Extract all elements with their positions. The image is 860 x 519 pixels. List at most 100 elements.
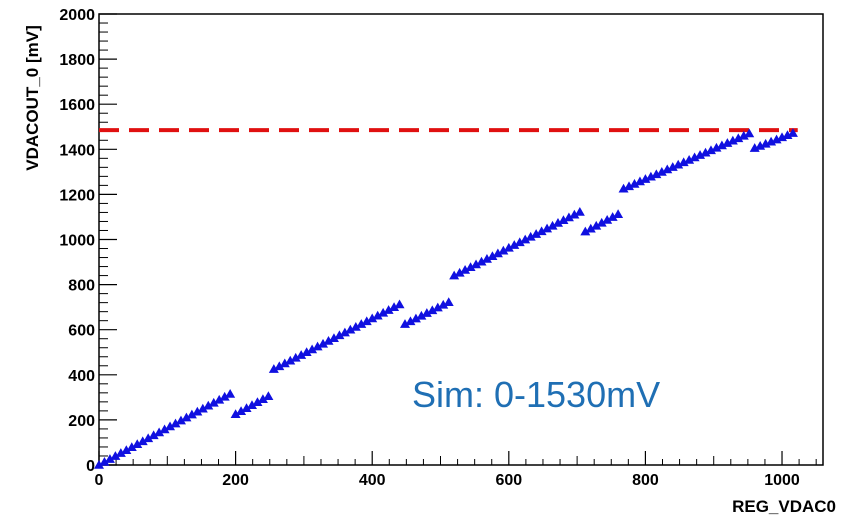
data-point: [389, 302, 400, 312]
data-point: [356, 319, 367, 328]
y-tick-label: 200: [68, 413, 95, 430]
data-point: [416, 310, 427, 320]
data-point: [645, 171, 656, 181]
data-point: [552, 218, 563, 227]
y-tick-label: 1200: [59, 187, 95, 204]
data-point: [547, 220, 558, 230]
data-point: [99, 457, 110, 466]
data-point: [230, 409, 241, 419]
data-point: [345, 324, 356, 334]
data-point: [738, 130, 749, 140]
data-point: [520, 234, 531, 244]
x-tick-label: 600: [495, 472, 522, 489]
data-point: [689, 152, 700, 162]
data-point: [372, 310, 383, 320]
data-point: [640, 174, 651, 183]
data-point: [558, 215, 569, 225]
data-point: [569, 209, 580, 219]
x-axis-label: REG_VDAC0: [732, 497, 836, 516]
data-point: [328, 333, 339, 342]
data-point: [203, 400, 214, 410]
data-point: [607, 212, 618, 221]
data-point: [695, 150, 706, 159]
data-point: [678, 157, 689, 167]
data-point: [307, 344, 318, 354]
data-point: [378, 307, 389, 317]
y-tick-label: 800: [68, 278, 95, 295]
data-point: [143, 433, 154, 443]
data-point: [159, 424, 170, 434]
data-point: [580, 226, 591, 236]
x-tick-label: 1000: [764, 472, 800, 489]
data-point: [542, 223, 553, 233]
data-point: [613, 209, 624, 218]
data-point: [252, 397, 263, 406]
data-point: [744, 128, 755, 138]
data-point: [438, 299, 449, 309]
data-point: [334, 330, 345, 340]
data-point: [585, 223, 596, 233]
data-point: [476, 256, 487, 266]
annotation: Sim: 0-1530mV: [412, 374, 660, 415]
data-point: [449, 270, 460, 280]
data-point: [285, 355, 296, 365]
y-tick-label: 1800: [59, 52, 95, 69]
data-point: [711, 142, 722, 152]
data-point: [503, 242, 514, 252]
data-point: [673, 159, 684, 169]
data-point: [410, 313, 421, 323]
data-point: [531, 229, 542, 238]
data-point: [705, 145, 716, 155]
data-point: [492, 248, 503, 258]
data-point: [110, 451, 121, 460]
data-point: [312, 341, 323, 351]
y-tick-label: 2000: [59, 7, 95, 24]
data-point: [509, 240, 520, 249]
data-point: [684, 154, 695, 164]
data-point: [394, 299, 405, 309]
data-point: [421, 308, 432, 317]
data-point: [214, 394, 225, 404]
data-point: [148, 430, 159, 440]
data-point: [624, 181, 635, 191]
data-point: [165, 421, 176, 431]
y-tick-label: 400: [68, 368, 95, 385]
y-tick-label: 1400: [59, 142, 95, 159]
data-point: [181, 412, 192, 422]
data-point: [525, 231, 536, 241]
data-point: [115, 448, 126, 457]
data-point: [733, 133, 744, 143]
x-tick-label: 800: [632, 472, 659, 489]
x-tick-label: 400: [359, 472, 386, 489]
data-point: [700, 147, 711, 157]
data-point: [339, 327, 350, 337]
data-point: [137, 436, 148, 446]
y-tick-label: 600: [68, 323, 95, 340]
y-tick-label: 0: [86, 458, 95, 475]
data-point: [487, 251, 498, 260]
data-point: [323, 336, 334, 345]
data-point: [175, 415, 186, 425]
tick-labels: 0 200 400 600 800 1000 0 200 400 600 800 1000 1200 14…: [59, 7, 800, 489]
data-point: [121, 445, 132, 454]
data-points: [94, 128, 798, 469]
data-point: [405, 316, 416, 326]
data-point: [274, 361, 285, 371]
data-point: [350, 321, 361, 331]
data-point: [536, 226, 547, 236]
x-tick-label: 0: [95, 472, 104, 489]
data-point: [574, 206, 585, 216]
data-point: [170, 418, 181, 428]
data-point: [186, 409, 197, 419]
data-point: [367, 313, 378, 323]
data-point: [427, 305, 438, 315]
data-point: [192, 406, 203, 416]
data-point: [263, 391, 274, 400]
data-point: [257, 394, 268, 403]
data-point: [667, 162, 678, 171]
axis-ticks: [98, 13, 817, 466]
data-point: [246, 400, 257, 409]
data-point: [268, 364, 279, 373]
y-tick-label: 1000: [59, 233, 95, 250]
